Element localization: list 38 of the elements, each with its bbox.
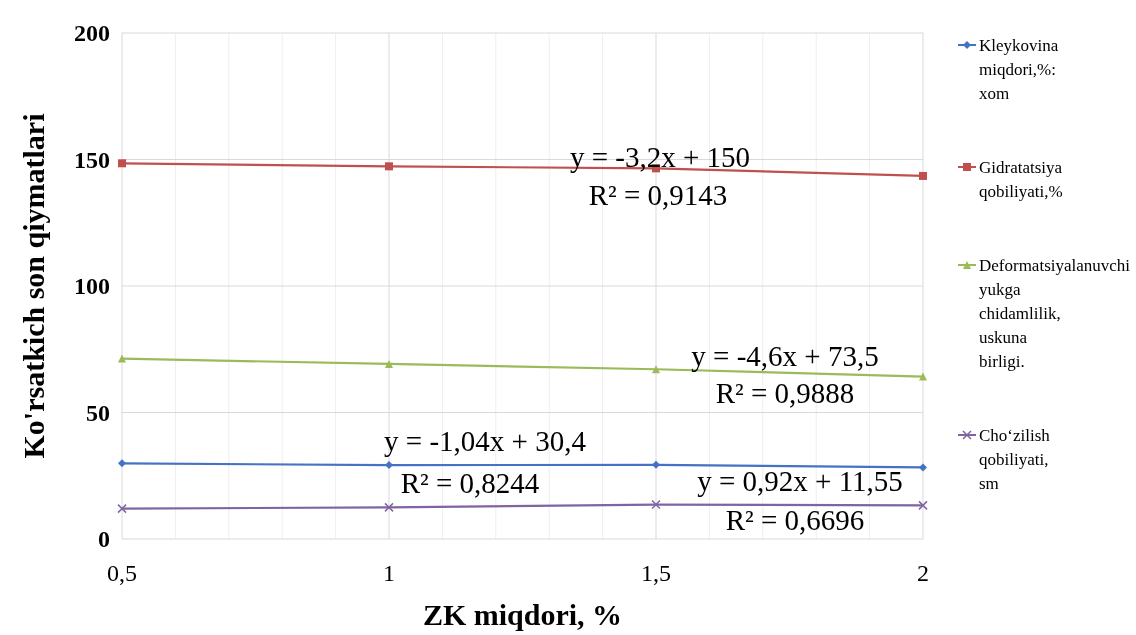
x-axis-title: ZK miqdori, % [422, 598, 623, 631]
annotation: y = -4,6x + 73,5 [691, 340, 879, 373]
x-tick-label: 2 [917, 560, 929, 586]
point [652, 365, 660, 374]
point [118, 354, 126, 363]
point [118, 159, 126, 168]
annotation: R² = 0,9888 [715, 377, 855, 410]
annotation: R² = 0,9143 [588, 179, 728, 212]
point [651, 499, 661, 510]
legend-label: Cho‘zilish qobiliyati, sm [979, 425, 1051, 493]
legend-label: Deformatsiyalanuvchi yukga chidamlilik, uskuna birligi. [979, 255, 1131, 371]
legend-label: Kleykovina miqdori,%: xom [979, 35, 1059, 103]
point [384, 502, 394, 513]
annotation: y = -3,2x + 150 [569, 141, 751, 174]
point [919, 463, 927, 472]
point [117, 503, 127, 514]
point [118, 459, 126, 468]
point [652, 460, 660, 469]
x-tick-label: 0,5 [107, 560, 137, 586]
point [919, 372, 927, 381]
y-axis-title: Ko'rsatkich son qiymatlari [17, 113, 50, 459]
annotation: R² = 0,8244 [400, 467, 540, 500]
legend-label: Gidratatsiya qobiliyati,% [979, 157, 1063, 201]
point [385, 162, 393, 171]
annotation: y = -1,04x + 30,4 [384, 425, 587, 458]
point [918, 500, 928, 511]
y-tick-label: 200 [74, 20, 110, 47]
y-tick-label: 0 [98, 526, 110, 553]
point [919, 171, 927, 180]
x-tick-label: 1 [383, 560, 395, 586]
point [385, 359, 393, 368]
annotation: y = 0,92x + 11,55 [697, 465, 903, 498]
y-tick-label: 150 [74, 146, 110, 173]
point [385, 461, 393, 470]
annotation: R² = 0,6696 [725, 504, 865, 537]
y-tick-label: 100 [74, 273, 110, 300]
x-tick-label: 1,5 [641, 560, 671, 586]
y-tick-label: 50 [86, 399, 110, 426]
